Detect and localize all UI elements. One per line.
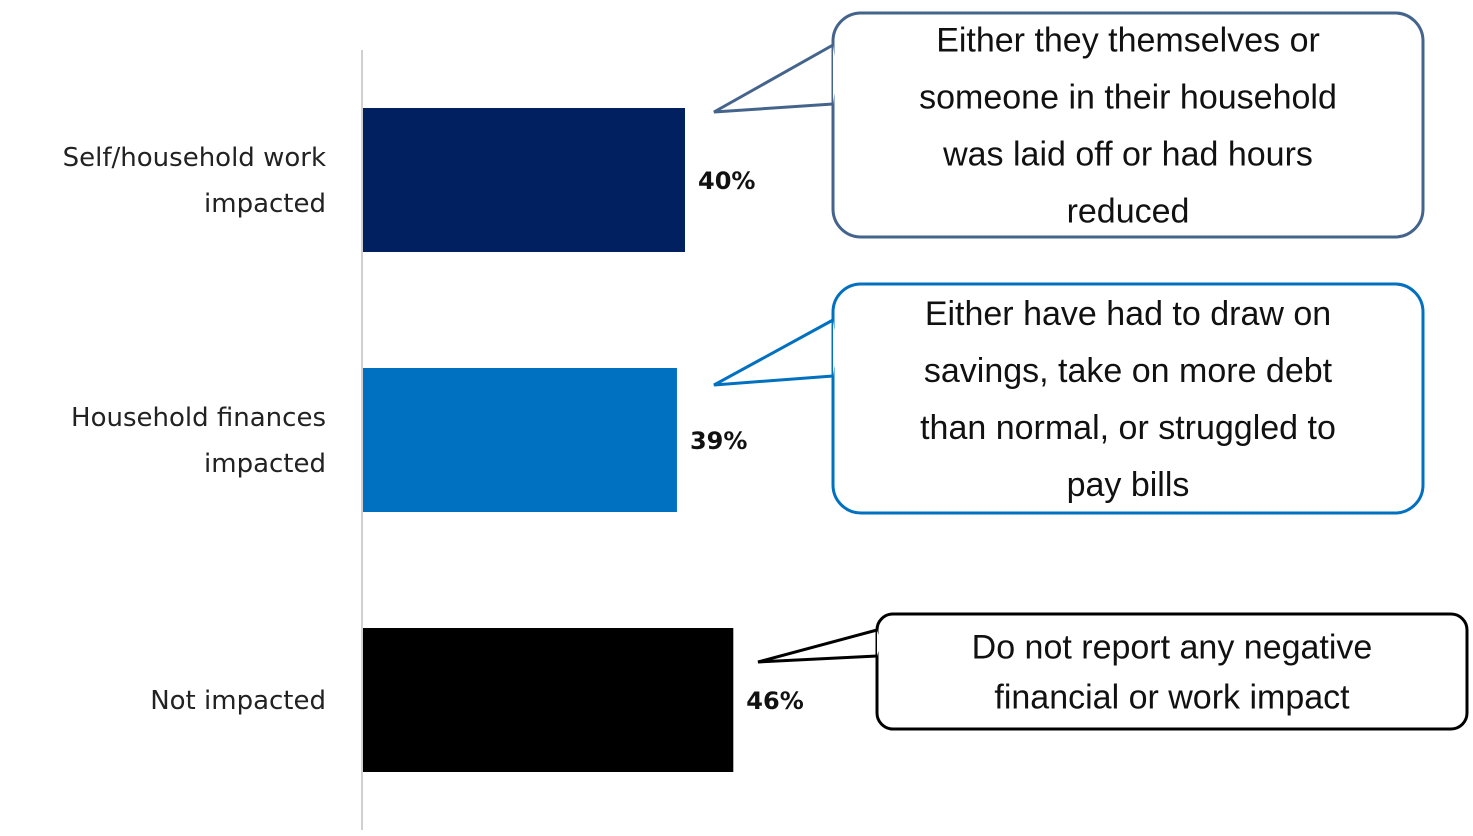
- callout-text-1-3: pay bills: [1067, 466, 1190, 504]
- bar-1: [363, 368, 677, 512]
- callout-text-0-0: Either they themselves or: [936, 22, 1320, 60]
- value-labels-group: 40% 39% 46%: [690, 167, 804, 715]
- value-label-1: 39%: [690, 427, 747, 455]
- bar-2: [363, 628, 734, 772]
- callout-text-2-1: financial or work impact: [994, 679, 1350, 717]
- callout-text-2-0: Do not report any negative: [972, 629, 1373, 667]
- callout-box-2: [875, 612, 1469, 731]
- callout-text-1-0: Either have had to draw on: [925, 295, 1331, 333]
- category-labels-group: Self/household work impacted Household fin…: [63, 143, 326, 716]
- callout-tail-2: [757, 628, 878, 664]
- callout-tail-1: [713, 318, 834, 387]
- callout-tail-fill-0: [833, 45, 837, 104]
- bar-0: [363, 108, 685, 252]
- category-label-1-0: Household finances: [71, 403, 326, 433]
- callout-tail-0: [713, 43, 834, 114]
- callout-text-1-2: than normal, or struggled to: [920, 409, 1336, 447]
- bars-group: [363, 108, 734, 772]
- callout-text-0-1: someone in their household: [919, 79, 1337, 117]
- value-label-2: 46%: [746, 687, 803, 715]
- callouts-group: Either they themselves or someone in thei…: [713, 11, 1469, 731]
- value-label-0: 40%: [698, 167, 755, 195]
- callout-tail-fill-1: [833, 320, 837, 376]
- category-label-0-0: Self/household work: [63, 143, 326, 173]
- callout-text-0-2: was laid off or had hours: [942, 136, 1313, 174]
- callout-text-0-3: reduced: [1067, 193, 1190, 231]
- callout-tail-fill-2: [877, 630, 881, 656]
- category-label-0-1: impacted: [204, 189, 326, 219]
- callout-box-1: [831, 282, 1425, 515]
- category-label-2-0: Not impacted: [150, 686, 326, 716]
- callout-box-0: [831, 11, 1425, 239]
- callout-text-1-1: savings, take on more debt: [924, 352, 1333, 390]
- category-label-1-1: impacted: [204, 449, 326, 479]
